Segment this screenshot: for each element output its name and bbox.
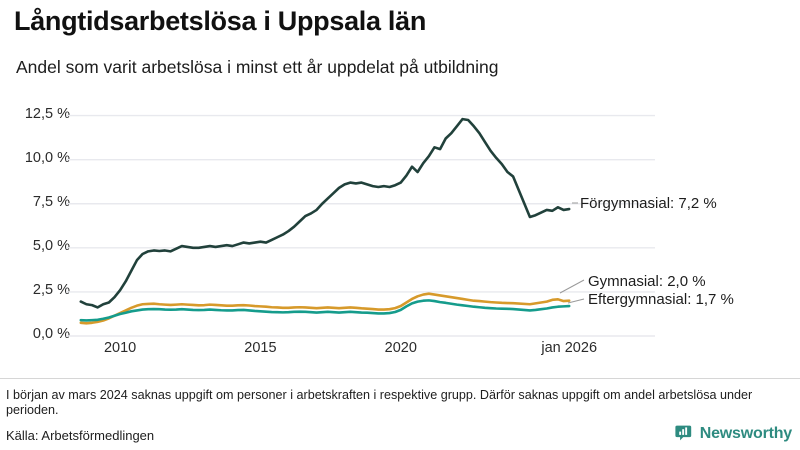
chart-subtitle: Andel som varit arbetslösa i minst ett å… [16,57,499,77]
chart-footnote: I början av mars 2024 saknas uppgift om … [6,388,753,417]
x-axis-tick-label: 2010 [103,340,137,356]
y-axis-tick-label: 2,5 % [32,281,70,298]
x-axis-tick-label: jan 2026 [541,340,598,356]
x-axis-tick-label: 2020 [384,340,417,356]
y-axis-tick-label: 0,0 % [32,326,70,342]
series-line [79,299,571,322]
series-label-leader [567,298,585,304]
series-line [79,117,571,309]
y-axis-tick-label: 10,0 % [24,149,70,166]
y-axis-tick-label: 12,5 % [24,105,70,122]
y-axis-tick-label: 7,5 % [32,193,70,210]
x-axis-tick-label: 2015 [244,340,277,356]
series-line [79,292,571,325]
page-title: Långtidsarbetslösa i Uppsala län [14,6,427,36]
brand-name: Newsworthy [699,424,792,442]
series-label-förgymnasial: Förgymnasial: 7,2 % [580,195,717,212]
footer-divider [0,378,800,379]
chart-source: Källa: Arbetsförmedlingen [6,428,155,443]
bar-chart-icon [675,425,691,441]
series-label-gymnasial: Gymnasial: 2,0 % [588,273,706,290]
y-axis-tick-label: 5,0 % [32,237,70,254]
series-label-eftergymnasial: Eftergymnasial: 1,7 % [588,291,734,308]
series-label-leader [559,279,585,294]
y-axis-labels: 0,0 % 2,5 % 5,0 % 7,5 % 10,0 % 12,5 % [8,0,70,345]
newsworthy-logo[interactable]: Newsworthy [675,424,792,443]
